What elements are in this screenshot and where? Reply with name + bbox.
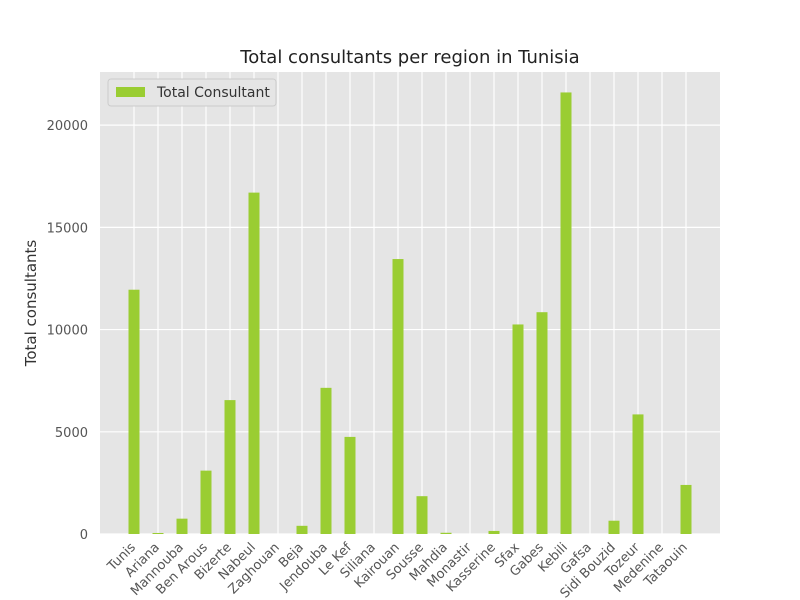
bar xyxy=(392,259,404,534)
bar xyxy=(176,518,188,534)
legend-box xyxy=(107,78,277,107)
chart-title: Total consultants per region in Tunisia xyxy=(239,47,579,68)
legend: Total Consultant xyxy=(107,78,277,107)
bar xyxy=(488,530,500,534)
bar xyxy=(632,414,644,534)
y-tick-label: 5000 xyxy=(55,426,88,441)
bar xyxy=(560,92,572,534)
bar xyxy=(440,532,452,534)
y-tick-label: 15000 xyxy=(47,221,88,236)
bar xyxy=(152,532,164,534)
bar xyxy=(416,496,428,534)
bar xyxy=(296,525,308,534)
bar xyxy=(512,324,524,534)
bar xyxy=(200,470,212,534)
legend-swatch xyxy=(116,87,145,97)
legend-label: Total Consultant xyxy=(156,85,270,101)
bar xyxy=(680,484,692,534)
bar xyxy=(608,520,620,534)
y-axis-label: Total consultants xyxy=(22,240,40,368)
bar xyxy=(128,289,140,534)
y-tick-label: 20000 xyxy=(47,119,88,134)
bar xyxy=(248,192,260,534)
bar xyxy=(224,400,236,534)
bar xyxy=(536,312,548,534)
plot-area xyxy=(100,72,720,534)
y-tick-label: 0 xyxy=(80,528,88,543)
bars xyxy=(128,92,692,534)
y-tick-label: 10000 xyxy=(47,324,88,339)
bar xyxy=(320,387,332,534)
y-axis-ticks: 0 5000 10000 15000 20000 xyxy=(47,119,88,543)
bar xyxy=(344,436,356,534)
